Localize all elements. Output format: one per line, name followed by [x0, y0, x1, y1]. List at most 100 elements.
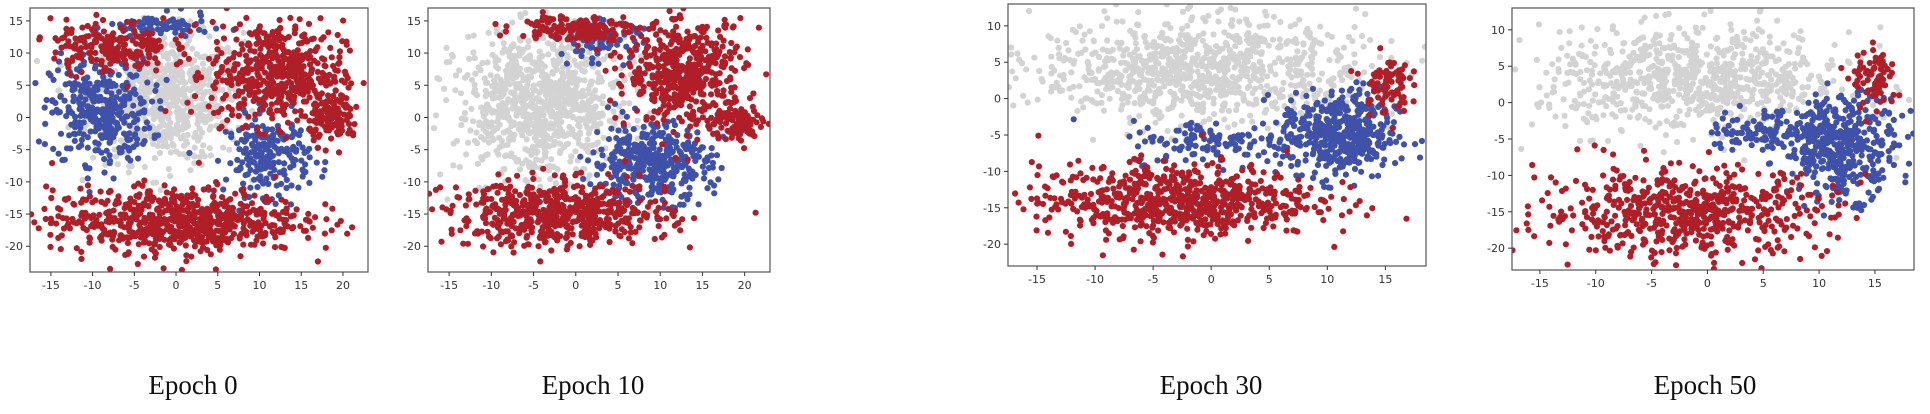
data-point-red [216, 246, 223, 253]
data-point-blue [640, 123, 647, 130]
data-point-blue [252, 116, 259, 123]
data-point-red [261, 131, 268, 138]
data-point-red [233, 36, 240, 43]
data-point-gray [465, 33, 472, 41]
data-point-gray [226, 146, 233, 153]
data-point-gray [529, 59, 536, 66]
data-point-gray [505, 96, 512, 103]
data-point-blue [673, 167, 680, 174]
data-point-blue [605, 136, 613, 143]
data-point-gray [626, 100, 633, 107]
data-point-red [649, 64, 656, 71]
data-point-gray [113, 153, 120, 160]
data-point-red [710, 100, 717, 107]
data-point-red [690, 108, 697, 115]
data-point-gray [576, 76, 583, 83]
data-point-gray [470, 49, 477, 56]
data-point-gray [579, 87, 586, 94]
data-point-blue [272, 200, 279, 207]
data-point-blue [140, 99, 147, 106]
data-point-blue [91, 84, 98, 91]
data-point-red [325, 92, 332, 99]
data-point-red [140, 58, 147, 65]
data-point-gray [167, 149, 174, 156]
data-point-blue [612, 172, 619, 179]
data-point-blue [116, 149, 124, 156]
data-point-red [280, 208, 287, 215]
data-point-gray [200, 142, 207, 149]
data-point-red [712, 51, 719, 59]
data-point-gray [175, 104, 182, 112]
data-point-red [98, 61, 105, 68]
points-group [428, 8, 770, 265]
data-point-red [280, 47, 287, 54]
data-point-blue [35, 138, 43, 145]
data-point-red [178, 266, 185, 272]
data-point-red [162, 108, 169, 115]
data-point-red [750, 90, 757, 97]
data-point-gray [480, 125, 487, 132]
data-point-blue [653, 162, 661, 169]
data-point-gray [533, 104, 540, 111]
data-point-red [680, 84, 687, 91]
data-point-red [199, 227, 207, 234]
data-point-blue [579, 47, 586, 54]
data-point-blue [98, 134, 106, 142]
data-point-red [225, 104, 232, 111]
data-point-gray [191, 153, 198, 160]
data-point-blue [613, 167, 620, 174]
data-point-blue [110, 134, 117, 141]
data-point-red [188, 193, 195, 201]
data-point-red [562, 196, 569, 203]
y-tick-label: 5 [16, 79, 23, 92]
data-point-gray [565, 95, 572, 102]
data-point-red [243, 65, 250, 72]
data-point-red [675, 96, 682, 103]
data-point-red [328, 54, 335, 61]
data-point-blue [240, 180, 247, 187]
data-point-gray [529, 146, 536, 154]
data-point-gray [466, 55, 473, 63]
data-point-red [686, 103, 693, 110]
data-point-red [236, 233, 243, 240]
data-point-blue [56, 109, 63, 116]
data-point-red [633, 42, 641, 49]
data-point-gray [589, 109, 596, 116]
data-point-red [276, 37, 283, 44]
data-point-red [714, 87, 721, 95]
data-point-red [277, 229, 284, 236]
data-point-gray [196, 134, 203, 141]
data-point-gray [528, 151, 535, 158]
data-point-blue [261, 159, 268, 166]
data-point-red [303, 51, 310, 58]
data-point-red [252, 111, 259, 118]
data-point-gray [443, 44, 450, 52]
data-point-blue [251, 148, 258, 155]
data-point-red [337, 116, 344, 123]
data-point-gray [489, 41, 496, 48]
data-point-red [60, 225, 68, 232]
data-point-blue [71, 79, 78, 87]
data-point-gray [535, 98, 542, 105]
data-point-red [153, 67, 160, 74]
data-point-blue [57, 50, 65, 57]
data-point-red [76, 37, 83, 44]
data-point-gray [483, 79, 490, 86]
data-point-red [238, 207, 245, 214]
data-point-blue [84, 85, 91, 93]
data-point-blue [236, 146, 243, 153]
data-point-red [683, 111, 690, 118]
data-point-gray [184, 131, 191, 138]
data-point-red [178, 194, 185, 201]
data-point-red [332, 78, 339, 85]
data-point-red [183, 258, 190, 265]
data-point-gray [505, 49, 513, 56]
data-point-red [607, 97, 614, 104]
data-point-red [214, 217, 222, 225]
data-point-red [294, 78, 301, 86]
data-point-red [117, 232, 125, 239]
data-point-red [88, 44, 95, 51]
data-point-red [154, 60, 161, 67]
data-point-blue [176, 22, 183, 29]
